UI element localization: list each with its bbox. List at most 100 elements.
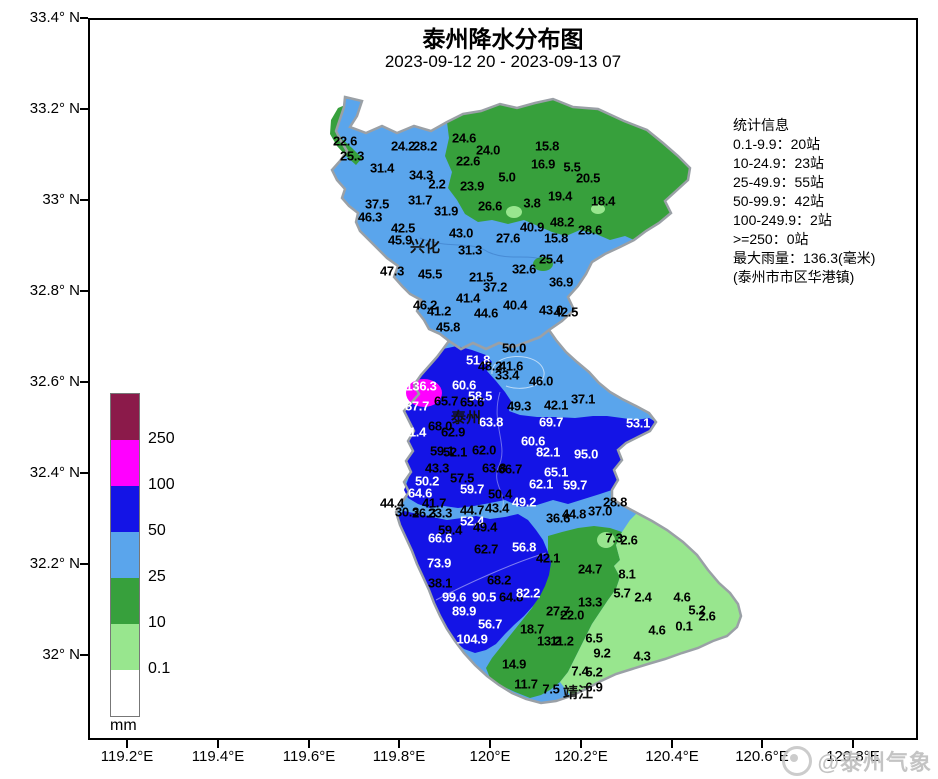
station-value: 64.8	[498, 589, 524, 605]
x-tick-label: 120.6°E	[735, 748, 789, 765]
station-value: 33.4	[494, 367, 520, 383]
station-value: 24.6	[451, 130, 477, 146]
station-value: 48.2	[477, 358, 503, 374]
station-value: 43.4	[484, 500, 510, 516]
y-tick-label: 33.2° N	[29, 100, 80, 117]
station-value: 30.3	[394, 504, 420, 520]
x-tick-mark	[217, 740, 219, 748]
station-value: 53.1	[625, 415, 651, 431]
station-value: 50.0	[501, 340, 527, 356]
weibo-icon	[781, 746, 812, 776]
station-value: 52.4	[459, 513, 485, 529]
station-value: 36.6	[545, 510, 571, 526]
station-value: 31.7	[407, 192, 433, 208]
station-value: 71.4	[401, 424, 427, 440]
station-value: 45.5	[417, 266, 443, 282]
station-value: 42.1	[535, 550, 561, 566]
station-value: 24.2	[390, 138, 416, 154]
legend-tick-label: 100	[148, 476, 175, 493]
station-value: 31.4	[369, 160, 395, 176]
station-value: 9.2	[593, 645, 611, 661]
station-value: 31.3	[457, 242, 483, 258]
station-value: 66.6	[427, 530, 453, 546]
x-tick-mark	[489, 740, 491, 748]
station-value: 43.3	[424, 460, 450, 476]
district-line	[419, 237, 549, 263]
x-tick-label: 120.4°E	[645, 748, 699, 765]
north-lightgreen-spot	[591, 204, 605, 214]
station-value: 25.3	[339, 148, 365, 164]
region-north-green	[445, 99, 690, 240]
station-value: 46.0	[528, 373, 554, 389]
plot-border	[88, 18, 918, 740]
station-value: 62.9	[440, 424, 466, 440]
region-darkblue-lower	[398, 511, 551, 653]
y-tick-label: 32° N	[42, 646, 80, 663]
statistics-line: >=250：0站	[733, 231, 809, 247]
place-label: 兴化	[409, 238, 441, 256]
y-tick-mark	[80, 654, 88, 656]
x-tick-label: 120.8°E	[826, 748, 880, 765]
legend-tick-label: 25	[148, 568, 166, 585]
station-value: 28.2	[412, 138, 438, 154]
statistics-line: 100-249.9：2站	[733, 212, 832, 228]
station-value: 46.2	[412, 297, 438, 313]
station-value: 65.1	[543, 464, 569, 480]
station-value: 90.5	[471, 589, 497, 605]
station-value: 4.3	[633, 648, 651, 664]
district-line	[496, 391, 504, 511]
station-value: 20.5	[575, 170, 601, 186]
y-tick-label: 32.8° N	[29, 282, 80, 299]
station-value: 56.7	[477, 616, 503, 632]
station-value: 24.7	[577, 561, 603, 577]
x-tick-mark	[761, 740, 763, 748]
legend-tick-label: 10	[148, 614, 166, 631]
statistics-panel: 统计信息 0.1-9.9：20站 10-24.9：23站 25-49.9：55站 50…	[733, 116, 875, 287]
station-value: 13.2	[536, 633, 562, 649]
region-nw-green-sliver	[330, 105, 362, 165]
region-south-green	[486, 526, 622, 698]
watermark-text: @泰州气象	[817, 750, 932, 775]
place-label: 靖江	[562, 684, 594, 702]
region-southeast-lightgreen	[560, 513, 741, 696]
station-value: 49.3	[506, 398, 532, 414]
station-value: 22.0	[559, 607, 585, 623]
station-value: 44.4	[379, 495, 405, 511]
station-value: 2.6	[698, 608, 716, 624]
station-value: 11.7	[514, 676, 538, 692]
station-value: 51.8	[465, 352, 491, 368]
station-value: 8.1	[618, 566, 636, 582]
station-value: 34.3	[408, 167, 434, 183]
station-value: 25.4	[538, 251, 564, 267]
legend-unit: mm	[110, 717, 137, 734]
station-value: 89.9	[451, 603, 477, 619]
place-label: 泰州	[450, 409, 482, 427]
station-value: 47.3	[379, 263, 405, 279]
time-range-subtitle: 2023-09-12 20 - 2023-09-13 07	[384, 52, 622, 71]
station-value: 27.6	[495, 230, 521, 246]
page-title: 泰州降水分布图	[422, 26, 584, 52]
x-tick-label: 119.4°E	[191, 748, 245, 765]
statistics-heading: 统计信息	[733, 117, 789, 133]
legend-colorbar	[110, 393, 140, 717]
y-tick-mark	[80, 563, 88, 565]
station-value: 59.4	[437, 522, 463, 538]
station-value: 42.5	[553, 304, 579, 320]
x-tick-label: 119.6°E	[282, 748, 336, 765]
station-value: 23.3	[427, 505, 453, 521]
station-value: 11.2	[550, 633, 574, 649]
station-value: 48.2	[549, 214, 575, 230]
station-value: 5.7	[613, 585, 631, 601]
station-value: 59.7	[562, 477, 588, 493]
station-value: 41.4	[455, 290, 481, 306]
station-value: 62.7	[473, 541, 499, 557]
station-value: 5.2	[688, 602, 706, 618]
station-value: 40.9	[519, 219, 545, 235]
x-tick-mark	[398, 740, 400, 748]
station-value: 6.9	[585, 679, 603, 695]
x-tick-mark	[580, 740, 582, 748]
station-value: 58.5	[467, 388, 493, 404]
station-value: 2.4	[634, 589, 652, 605]
station-value: 40.4	[502, 297, 528, 313]
station-value: 73.9	[426, 555, 452, 571]
